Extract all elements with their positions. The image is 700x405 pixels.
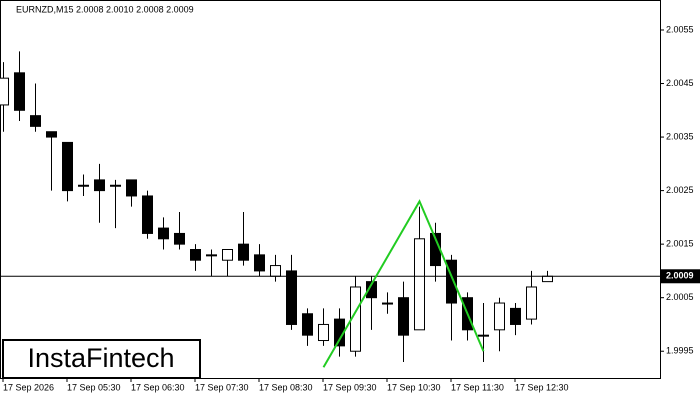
candle-body <box>110 184 121 187</box>
candle-body <box>510 307 521 325</box>
candle-body <box>126 179 137 197</box>
candle-body <box>142 195 153 234</box>
candle-body <box>190 249 201 261</box>
pattern-line <box>322 199 485 368</box>
x-tick-label: 17 Sep 06:30 <box>131 382 185 392</box>
y-tick-label: 2.0045 <box>666 78 694 88</box>
plot-frame <box>0 0 661 379</box>
candle-body <box>222 249 233 261</box>
x-tick-label: 17 Sep 12:30 <box>515 382 569 392</box>
candle-body <box>542 275 553 283</box>
candle-body <box>254 254 265 272</box>
candle-body <box>158 227 169 240</box>
candle-body <box>446 259 457 304</box>
candle-body <box>286 270 297 325</box>
candle-body <box>174 232 185 245</box>
candle-body <box>382 302 393 305</box>
x-tick-label: 17 Sep 2026 <box>3 382 54 392</box>
x-tick-label: 17 Sep 11:30 <box>451 382 504 392</box>
x-tick-label: 17 Sep 05:30 <box>67 382 121 392</box>
chart-info: EURNZD,M15 2.0008 2.0010 2.0008 2.0009 <box>16 4 194 14</box>
logo: InstaFintech <box>27 343 174 373</box>
candle-body <box>14 72 25 111</box>
logo-box <box>2 339 201 379</box>
x-tick-label: 17 Sep 09:30 <box>323 382 377 392</box>
x-tick-label: 17 Sep 08:30 <box>259 382 313 392</box>
candle-body <box>270 265 281 277</box>
candle-body <box>526 286 537 320</box>
candle-body <box>398 297 409 336</box>
candle-body <box>62 141 73 192</box>
candle-body <box>414 238 425 331</box>
candle-body <box>494 302 505 331</box>
candle-body <box>94 179 105 192</box>
y-tick-label: 2.0015 <box>666 239 694 249</box>
candle-body <box>30 115 41 127</box>
y-tick-label: 2.0005 <box>666 292 694 302</box>
x-tick-label: 17 Sep 10:30 <box>387 382 441 392</box>
candle-body <box>478 334 489 337</box>
current-price-box <box>661 269 700 284</box>
candle-body <box>318 323 329 342</box>
candle-body <box>302 313 313 336</box>
candle-body <box>206 254 217 257</box>
y-tick-label: 2.0035 <box>666 131 694 141</box>
y-tick-label: 2.0055 <box>666 24 694 34</box>
candle-body <box>78 184 89 187</box>
y-tick-label: 2.0025 <box>666 185 694 195</box>
candle-body <box>238 243 249 261</box>
candle-body <box>366 281 377 299</box>
y-tick-label: 1.9995 <box>666 346 694 356</box>
candle-body <box>46 131 57 138</box>
candle-body <box>0 77 9 106</box>
x-tick-label: 17 Sep 07:30 <box>195 382 249 392</box>
current-price-label: 2.0009 <box>666 271 694 281</box>
